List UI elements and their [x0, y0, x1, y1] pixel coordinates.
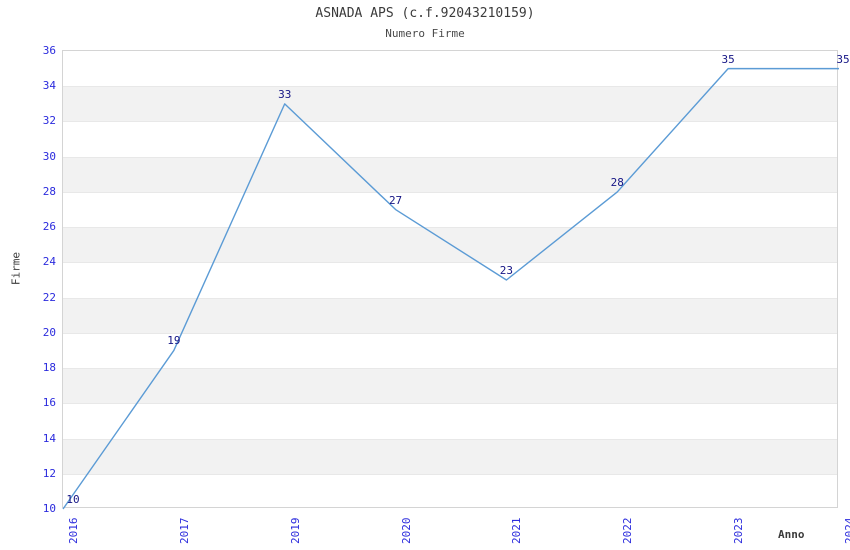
- y-tick-label: 30: [42, 149, 56, 163]
- y-tick-label: 28: [42, 184, 56, 198]
- point-value-label: 23: [499, 264, 514, 277]
- gridline: [63, 368, 837, 370]
- point-value-label: 35: [721, 52, 735, 66]
- plot-band: [63, 86, 837, 122]
- y-tick-label: 16: [42, 396, 56, 410]
- y-tick-label: 12: [42, 466, 56, 480]
- chart-subtitle: Numero Firme: [385, 27, 465, 40]
- x-axis-title: Anno: [778, 528, 805, 541]
- plot-band: [63, 156, 837, 192]
- y-axis: 36 34 32 30 28 26 24 22 20 18 16 14 12 10: [0, 45, 56, 514]
- series-polyline: [62, 67, 839, 510]
- point-value-label: 27: [388, 193, 403, 207]
- gridline: [63, 403, 837, 405]
- gridline: [63, 438, 837, 440]
- y-tick-label: 14: [42, 431, 56, 445]
- plot-band: [63, 438, 837, 474]
- series-line: [62, 67, 839, 510]
- gridline: [63, 121, 837, 123]
- plot-area: 10 19 33 27 23 28 35 35: [62, 50, 850, 510]
- point-value-label: 35: [836, 52, 850, 66]
- x-tick-label: 2020: [399, 517, 413, 545]
- y-tick-label: 18: [42, 361, 56, 375]
- x-axis: 2016 2017 2019 2020 2021 2022 2023 2024: [62, 510, 850, 550]
- point-value-label: 28: [610, 175, 624, 189]
- point-value-label: 19: [167, 334, 181, 348]
- gridline: [63, 191, 837, 193]
- gridline: [63, 332, 837, 334]
- y-tick-label: 34: [42, 79, 56, 93]
- x-tick-label: 2017: [177, 517, 191, 545]
- point-value-label: 10: [66, 493, 80, 506]
- plot-band: [63, 368, 837, 404]
- x-tick-label: 2016: [67, 517, 80, 545]
- gridline: [63, 262, 837, 264]
- point-value-label: 33: [278, 87, 292, 101]
- chart-title: ASNADA APS (c.f.92043210159): [315, 6, 535, 21]
- gridline: [63, 156, 837, 158]
- gridline: [63, 297, 837, 299]
- y-tick-label: 22: [42, 290, 56, 304]
- y-tick-label: 20: [42, 325, 56, 339]
- y-tick-label: 26: [42, 220, 56, 234]
- y-axis-title: Firme: [9, 251, 23, 286]
- x-tick-label: 2019: [288, 517, 302, 545]
- x-tick-label: 2021: [510, 517, 524, 545]
- y-tick-label: 32: [42, 114, 56, 128]
- x-tick-label: 2024: [843, 517, 850, 545]
- x-tick-label: 2022: [621, 517, 635, 545]
- y-tick-label: 24: [42, 255, 56, 269]
- y-tick-label: 36: [42, 44, 56, 57]
- gridline: [63, 86, 837, 88]
- gridline: [63, 227, 837, 229]
- plot-band: [63, 297, 837, 333]
- y-tick-label: 10: [42, 502, 56, 515]
- gridline: [63, 473, 837, 475]
- x-tick-label: 2023: [732, 517, 746, 545]
